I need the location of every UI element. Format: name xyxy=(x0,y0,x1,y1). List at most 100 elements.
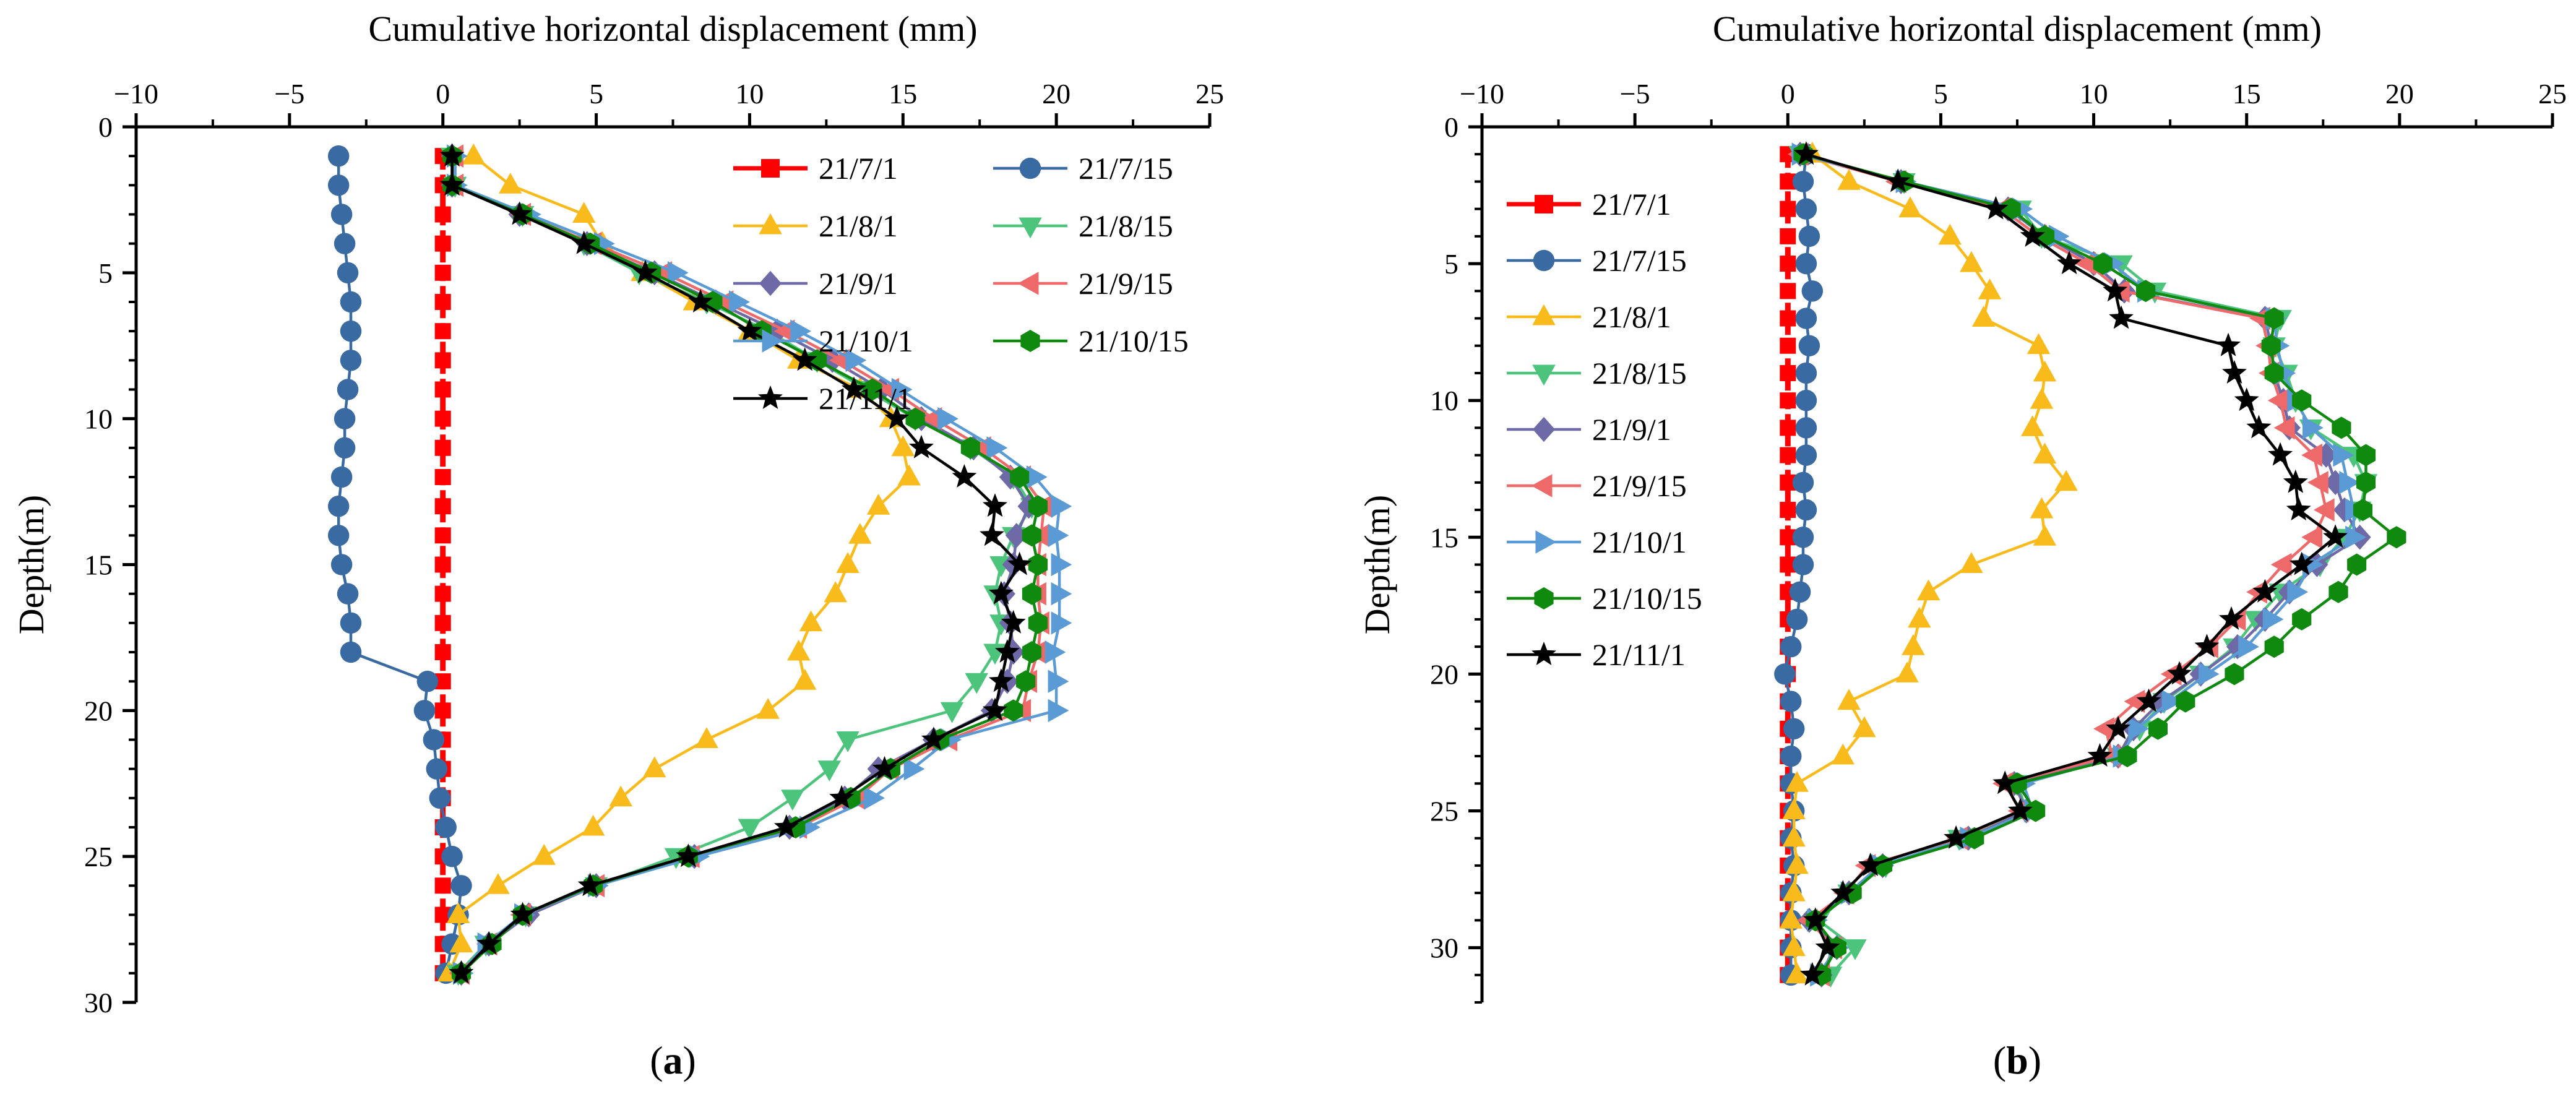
data-point xyxy=(1001,609,1026,634)
data-point xyxy=(980,522,1004,546)
data-point xyxy=(434,498,451,515)
data-point xyxy=(1792,527,1814,548)
legend-marker xyxy=(1017,272,1039,295)
legend-item: 21/8/1 xyxy=(1507,299,1671,334)
data-point xyxy=(499,173,522,194)
series-line xyxy=(1799,153,2355,976)
data-point xyxy=(1028,553,1048,576)
y-tick-label: 20 xyxy=(84,695,113,726)
data-point xyxy=(903,757,925,781)
data-point xyxy=(1016,670,1036,693)
data-point xyxy=(1780,392,1796,409)
data-point xyxy=(330,466,353,488)
data-point xyxy=(1801,280,1824,302)
chart-panel-b: −10 −5 0 5 10 15 20 25 0 5 10 15 20 25 30 Cumulative ho… xyxy=(1357,9,2567,1082)
data-point xyxy=(434,585,451,602)
legend-label: 21/9/1 xyxy=(819,266,898,301)
data-point xyxy=(940,702,964,723)
data-point xyxy=(572,202,596,223)
legend-label: 21/10/15 xyxy=(1592,581,1702,616)
data-point xyxy=(2109,305,2134,329)
legend-label: 21/8/15 xyxy=(1592,356,1687,390)
series-21-8-15 xyxy=(440,147,1044,986)
data-point xyxy=(1960,251,1983,272)
data-point xyxy=(787,639,811,661)
data-point xyxy=(1785,771,1809,792)
data-point xyxy=(327,174,350,196)
data-point xyxy=(2020,223,2045,247)
data-point xyxy=(434,877,451,894)
data-point xyxy=(983,697,1007,721)
data-point xyxy=(1983,196,2009,220)
y-tick-label: 15 xyxy=(1430,522,1458,553)
data-point xyxy=(327,525,350,546)
data-point xyxy=(434,644,451,660)
data-point xyxy=(676,843,701,867)
data-point xyxy=(1815,934,1840,958)
data-point xyxy=(1010,466,1030,488)
legend-marker xyxy=(1019,157,1041,179)
data-point xyxy=(2328,580,2348,603)
data-point xyxy=(2033,360,2057,382)
data-point xyxy=(1960,552,1983,573)
data-point xyxy=(2054,470,2078,491)
data-point xyxy=(994,639,1020,663)
series-line xyxy=(1799,153,2328,976)
data-point xyxy=(2057,251,2082,275)
data-point xyxy=(434,206,451,223)
data-point xyxy=(2216,332,2241,356)
data-point xyxy=(2347,553,2367,576)
data-point xyxy=(1780,256,1796,272)
data-point xyxy=(429,787,451,809)
data-point xyxy=(1048,523,1069,548)
data-point xyxy=(1780,502,1796,519)
data-point xyxy=(909,434,934,458)
data-point xyxy=(1799,962,1825,986)
data-point xyxy=(781,790,804,811)
data-point xyxy=(449,960,474,984)
data-point xyxy=(1795,417,1817,439)
data-point xyxy=(434,323,451,340)
data-point xyxy=(1780,691,1802,712)
x-tick-label: 5 xyxy=(1934,78,1948,110)
data-point xyxy=(2030,387,2054,409)
x-tick-label: −5 xyxy=(1620,78,1650,110)
data-point xyxy=(799,610,823,632)
series-line xyxy=(1806,153,2337,976)
legend-item: 21/9/15 xyxy=(993,266,1173,301)
data-point xyxy=(1795,389,1817,411)
data-point xyxy=(1780,228,1796,244)
data-point xyxy=(1795,444,1817,466)
data-point xyxy=(2148,717,2168,740)
legend-marker xyxy=(1020,330,1040,352)
data-point xyxy=(2093,717,2114,741)
data-point xyxy=(1992,770,2018,794)
series-21-11-1 xyxy=(1794,141,2348,986)
legend: 21/7/1 21/7/15 21/8/1 21/8/15 21/9/1 21/9/15 2… xyxy=(1507,187,1702,672)
panel-label: (a) xyxy=(650,1038,696,1082)
legend-marker xyxy=(1532,364,1556,386)
data-point xyxy=(507,201,532,225)
data-point xyxy=(1051,582,1072,606)
panel-label: (b) xyxy=(1993,1038,2041,1082)
data-point xyxy=(2264,362,2284,384)
data-point xyxy=(960,436,980,459)
legend-marker xyxy=(759,213,782,235)
data-point xyxy=(327,495,350,517)
data-point xyxy=(2167,661,2192,685)
legend-item: 21/7/15 xyxy=(993,151,1173,186)
data-point xyxy=(486,873,510,894)
data-point xyxy=(1022,524,1042,547)
legend-item: 21/11/1 xyxy=(733,381,912,416)
legend-item: 21/11/1 xyxy=(1507,637,1686,672)
data-point xyxy=(643,756,666,778)
data-point xyxy=(2287,580,2309,604)
data-point xyxy=(2387,526,2406,549)
data-point xyxy=(688,289,713,312)
data-point xyxy=(1028,611,1048,634)
data-point xyxy=(2292,389,2312,412)
data-point xyxy=(2194,634,2220,658)
legend-marker xyxy=(761,159,780,178)
data-point xyxy=(921,726,946,751)
legend: 21/7/1 21/7/15 21/8/1 21/8/15 21/9/1 21/9/15 2… xyxy=(733,151,1189,416)
